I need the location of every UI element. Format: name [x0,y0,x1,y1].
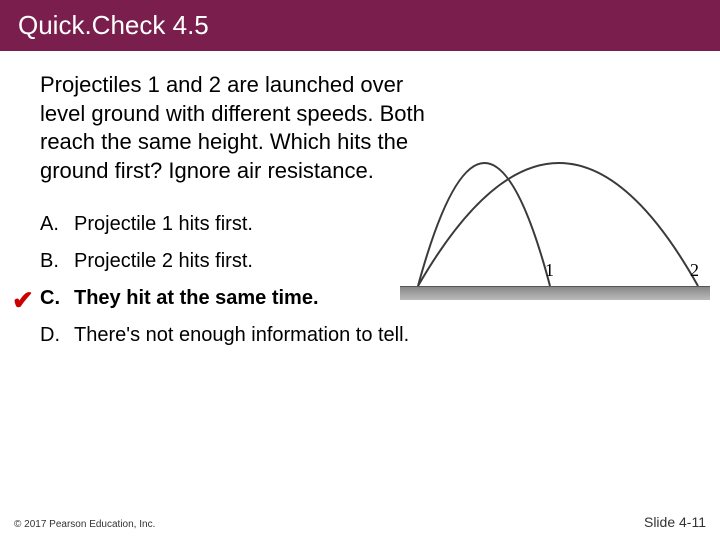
trajectory-1 [418,163,550,286]
copyright-text: © 2017 Pearson Education, Inc. [14,519,155,530]
projectile-figure: 1 2 [400,110,710,300]
slide-number: Slide 4-11 [644,514,706,530]
option-text: Projectile 1 hits first. [74,213,253,236]
option-text: They hit at the same time. [74,287,319,310]
slide-header: Quick.Check 4.5 [0,0,720,51]
ground-bar [400,286,710,300]
option-letter: A. [40,213,74,236]
option-letter: C. [40,287,74,310]
label-1: 1 [545,260,554,281]
option-d: D. There's not enough information to tel… [40,324,680,347]
trajectory-2 [418,163,698,286]
question-text: Projectiles 1 and 2 are launched over le… [40,71,440,185]
option-text: There's not enough information to tell. [74,324,409,347]
option-text: Projectile 2 hits first. [74,250,253,273]
slide-title: Quick.Check 4.5 [18,10,209,40]
trajectory-curves [400,110,710,300]
option-letter: D. [40,324,74,347]
option-letter: B. [40,250,74,273]
checkmark-icon: ✔ [12,285,34,316]
label-2: 2 [690,260,699,281]
